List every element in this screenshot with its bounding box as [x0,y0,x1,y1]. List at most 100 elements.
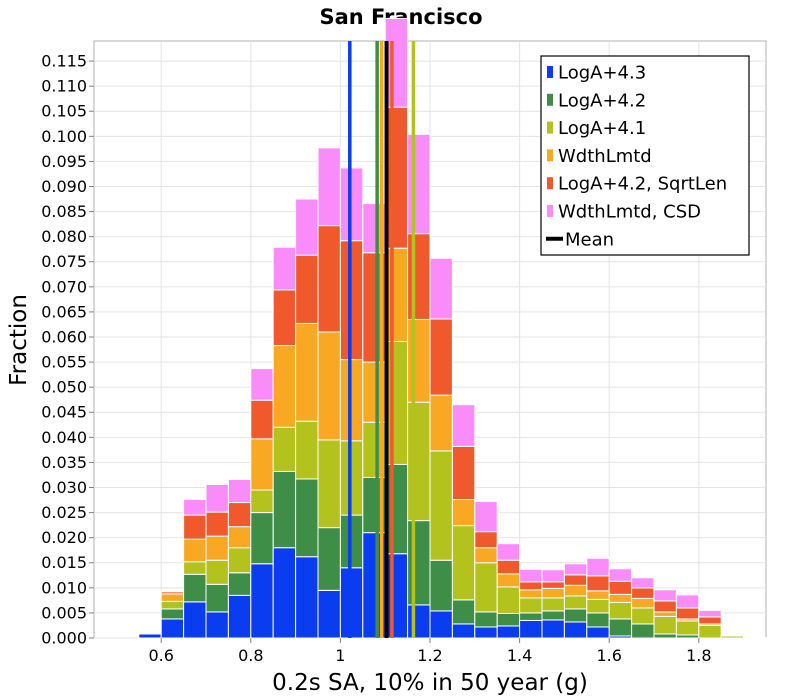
bar-segment-1-3 [183,573,207,603]
x-tick-label-1: 0.8 [238,646,263,665]
bar-segment-3-21 [586,590,610,600]
bar-segment-3-5 [227,526,252,549]
legend-swatch-3 [547,149,553,162]
bar-segment-4-13 [407,233,431,320]
bar-segment-2-8 [295,420,319,480]
y-tick-label-0: 0.000 [41,629,87,648]
bar-segment-3-9 [317,331,341,441]
bar-segment-3-18 [519,589,543,599]
bar-segment-5-16 [474,501,498,533]
y-axis-ticks: 0.000 0.005 0.010 0.015 0.020 0.025 0.030 0.035… [41,52,94,648]
bar-segment-2-18 [519,597,543,614]
bar-segment-2-22 [608,601,633,620]
bar-segment-2-16 [474,562,498,613]
bar-segment-4-4 [205,511,229,537]
bar-segment-3-10 [339,359,364,442]
bar-segment-1-16 [474,611,498,628]
bar-segment-5-3 [183,499,207,516]
bar-segment-3-24 [653,611,677,617]
y-tick-label-14: 0.070 [41,277,87,296]
x-tick-label-0: 0.6 [148,646,173,665]
legend-label-6: Mean [565,229,614,250]
bar-segment-3-23 [631,597,655,609]
bar-segment-2-20 [563,595,588,610]
bar-segment-1-14 [429,559,453,612]
y-tick-label-9: 0.045 [41,403,87,422]
legend-swatch-2 [547,121,553,134]
bar-segment-2-13 [407,401,431,522]
bar-segment-3-16 [474,547,498,564]
bar-segment-5-18 [519,568,543,583]
bar-segment-4-3 [183,514,207,540]
y-tick-label-8: 0.040 [41,428,87,447]
mean-lines [348,41,416,638]
bar-segment-0-18 [519,619,543,639]
bar-segment-2-4 [205,559,229,585]
legend-box [540,55,750,256]
bar-segment-4-10 [339,240,364,361]
legend-label-5: WdthLmtd, CSD [558,202,701,223]
bar-segment-3-12 [384,247,409,343]
bar-segment-0-13 [407,604,431,639]
bar-segment-4-22 [608,580,633,595]
x-tick-label-2: 1 [335,646,345,665]
y-tick-label-13: 0.065 [41,302,87,321]
bar-segment-2-9 [317,439,341,529]
bar-segment-2-17 [496,586,521,614]
y-tick-label-6: 0.030 [41,478,87,497]
legend-label-4: LogA+4.2, SqrtLen [558,174,727,195]
bar-segment-1-9 [317,527,341,591]
bar-segment-1-8 [295,478,319,558]
bar-segment-2-25 [675,620,700,636]
bar-segment-4-2 [160,591,185,595]
bar-segment-5-17 [496,543,521,561]
bar-segment-1-22 [608,618,633,637]
bar-segment-3-7 [272,345,297,428]
bar-segment-0-9 [317,589,341,639]
bar-segment-3-3 [183,538,207,563]
bar-segment-2-6 [250,489,274,514]
bar-segment-4-9 [317,225,341,333]
y-tick-label-17: 0.085 [41,202,87,221]
bar-segment-4-8 [295,254,319,324]
bar-segment-0-1 [138,633,162,639]
bar-segment-0-6 [250,563,274,639]
bar-segment-4-26 [698,616,722,625]
bar-segment-2-10 [339,440,364,516]
bar-segment-2-14 [429,450,453,561]
bar-segment-0-16 [474,626,498,639]
x-axis-label: 0.2s SA, 10% in 50 year (g) [272,670,588,696]
bar-segment-2-15 [451,525,476,601]
bar-segment-0-2 [160,618,185,639]
bar-segment-5-7 [272,246,297,291]
legend-label-0: LogA+4.3 [558,63,646,84]
y-tick-label-23: 0.115 [41,52,87,71]
bar-segment-1-10 [339,514,364,569]
bar-segment-0-5 [227,594,252,639]
bar-segment-1-5 [227,572,252,596]
bar-segment-3-17 [496,573,521,588]
bar-segment-3-19 [541,587,565,599]
bar-segment-1-15 [451,599,476,625]
bar-segment-1-24 [653,633,677,639]
bar-segment-4-6 [250,399,274,440]
bar-segment-2-12 [384,341,409,465]
x-tick-label-3: 1.2 [417,646,442,665]
y-tick-label-20: 0.100 [41,127,87,146]
legend-swatch-1 [547,93,553,106]
bar-segment-5-6 [250,368,274,401]
bar-segment-5-14 [429,257,453,320]
bar-segment-5-5 [227,478,252,504]
bar-segment-5-9 [317,147,341,227]
bar-segment-3-4 [205,535,229,561]
y-tick-label-7: 0.035 [41,453,87,472]
bar-segment-2-5 [227,547,252,574]
bar-segment-1-21 [586,612,610,628]
bar-segment-0-20 [563,621,588,639]
bar-segment-2-21 [586,598,610,614]
y-axis-label: Fraction [6,294,32,386]
bar-segment-5-26 [698,609,722,618]
bar-segment-3-6 [250,438,274,491]
x-axis-ticks: 0.6 0.8 1 1.2 1.4 1.6 1.8 [148,638,712,665]
x-tick-label-4: 1.4 [507,646,532,665]
